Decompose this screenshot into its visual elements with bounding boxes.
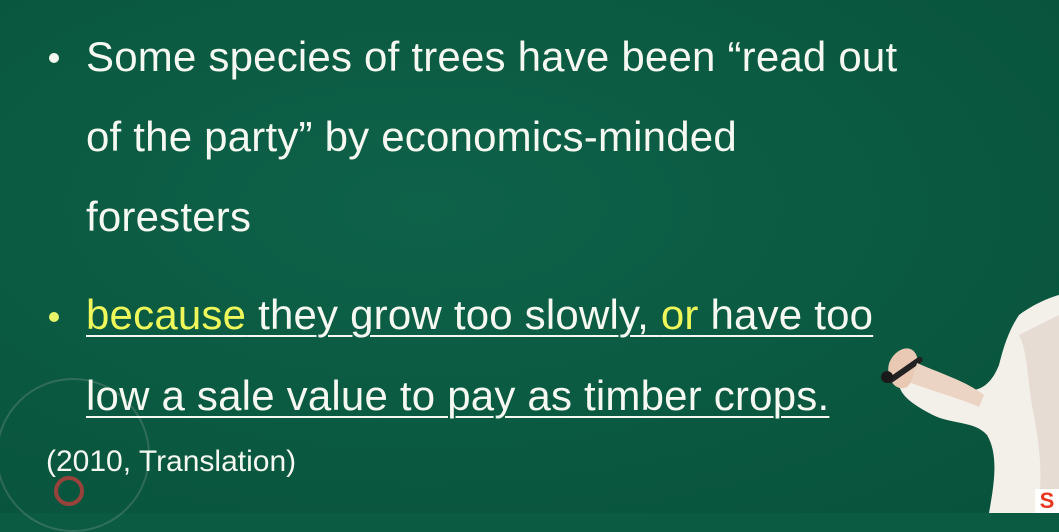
bullet-point-1: [49, 53, 59, 63]
source-citation: (2010, Translation): [46, 445, 297, 478]
bullet-point-2: [49, 312, 59, 322]
chalkboard-background: [0, 0, 1059, 513]
bullet-1-line-2: of the party” by economics-minded: [86, 113, 737, 160]
keyword-because: because: [86, 291, 247, 338]
bullet-1-line-3: foresters: [86, 193, 252, 240]
bullet-2-line-2: low a sale value to pay as timber crops.: [86, 372, 830, 419]
bullet-1-line-1: Some species of trees have been “read ou…: [86, 33, 898, 80]
bullet-2-text-a: they grow too slowly,: [246, 291, 661, 338]
watermark-seal-mark: [54, 476, 84, 506]
channel-logo-icon: S: [1035, 489, 1059, 513]
bullet-2-text-b: have too: [698, 291, 874, 338]
keyword-or: or: [660, 291, 699, 338]
bullet-2-line-1: because they grow too slowly, or have to…: [86, 291, 873, 339]
presenter-figure: [881, 295, 1059, 513]
